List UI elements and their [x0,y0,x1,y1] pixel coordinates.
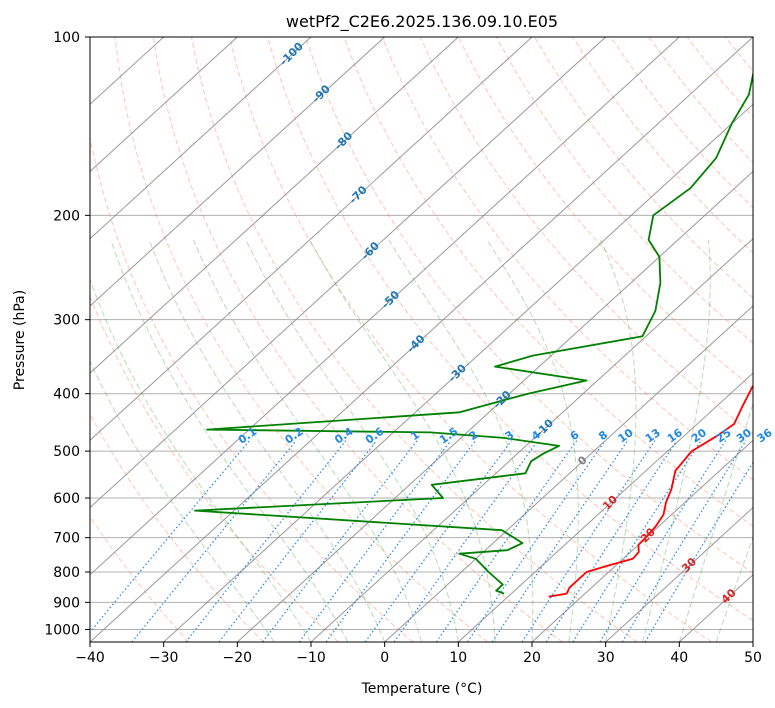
y-tick-label: 600 [53,491,80,507]
skewed-isotherms [90,37,753,642]
x-axis: −40 −30 −20 −10 0 10 20 30 40 50 [75,642,762,666]
x-tick-label: 20 [523,650,541,666]
moist-adiabat-line [678,401,753,642]
isotherm-line [90,37,533,442]
dry-adiabat-line [305,37,753,574]
mixing-ratio-line [90,440,251,633]
plot-area-frame [89,36,754,643]
sounding-profiles [194,69,753,598]
x-tick-label: −40 [75,650,105,666]
isotherm-line [90,37,238,173]
mixing-ratio-line [521,440,656,642]
y-tick-label: 200 [53,208,80,224]
mixing-ratio-line [545,440,678,642]
moist-adiabat-line [192,239,422,642]
mixing-ratio-line [325,440,476,642]
x-tick-label: −10 [296,650,326,666]
isotherm-line [90,37,459,374]
y-tick-label: 500 [53,444,80,460]
y-tick-label: 400 [53,387,80,403]
dry-adiabat-line [90,412,264,642]
mixing-ratio-line [466,440,606,642]
mixing-ratio-line [644,461,753,642]
isotherm-line [457,372,753,642]
pressure-gridlines [90,37,753,630]
chart-title: wetPf2_C2E6.2025.136.09.10.E05 [286,12,558,32]
mixing-ratio-line [491,440,629,642]
isotherm-line [90,37,680,576]
dewpoint-profile-line [194,69,753,595]
dry-adiabat-line [152,37,563,642]
isotherm-line [605,506,753,642]
x-tick-label: −20 [223,650,253,666]
y-tick-label: 1000 [44,622,80,638]
dry-adiabats [90,37,753,642]
moist-adiabat-line [715,535,753,642]
isotherm-line [90,37,312,240]
mixing-ratio-line [621,440,747,642]
dry-adiabat-line [419,37,753,435]
isotherm-line [310,237,753,642]
mixing-ratio-line [435,440,578,642]
mixing-ratio-line [131,440,297,642]
dry-adiabat-line [190,37,638,642]
dry-adiabat-line [343,37,753,527]
dry-adiabat-line [534,37,753,299]
dry-adiabat-line [267,37,753,622]
isotherm-line [90,37,753,642]
dry-adiabat-line [381,37,753,481]
y-axis: 100 200 300 400 500 600 700 800 900 1000 [44,30,90,638]
y-tick-label: 100 [53,30,80,46]
moist-adiabat-line [309,239,496,642]
x-axis-label: Temperature (°C) [361,681,483,697]
moist-adiabat-line [110,239,349,642]
moist-adiabat-line [600,239,637,642]
mixing-ratio-line [364,440,512,642]
mixing-ratio-line [599,440,727,642]
y-tick-label: 900 [53,595,80,611]
dry-adiabat-line [229,37,712,642]
dry-adiabat-line [457,37,753,389]
temperature-profile-line [548,384,753,598]
moist-adiabat-line [148,239,386,642]
x-tick-label: 50 [744,650,762,666]
y-tick-label: 700 [53,531,80,547]
x-tick-label: 40 [670,650,688,666]
x-tick-label: −30 [149,650,179,666]
mixing-ratio-line [218,440,378,642]
isotherm-line [163,103,753,642]
mixing-ratio-lines [90,440,753,642]
moist-adiabat-line [486,239,579,642]
x-tick-label: 0 [380,650,389,666]
x-tick-label: 10 [449,650,467,666]
isotherm-line [384,305,753,642]
moist-adiabats [90,239,753,642]
moist-adiabat-line [642,239,711,642]
y-axis-label: Pressure (hPa) [12,290,28,390]
y-tick-label: 800 [53,565,80,581]
dry-adiabat-line [114,37,488,642]
dry-adiabat-line [495,37,753,344]
isotherm-line [90,37,607,509]
y-tick-label: 300 [53,313,80,329]
moist-adiabat-line [245,239,459,642]
isotherm-line [236,170,753,642]
x-tick-label: 30 [597,650,615,666]
isotherm-line [90,37,386,307]
